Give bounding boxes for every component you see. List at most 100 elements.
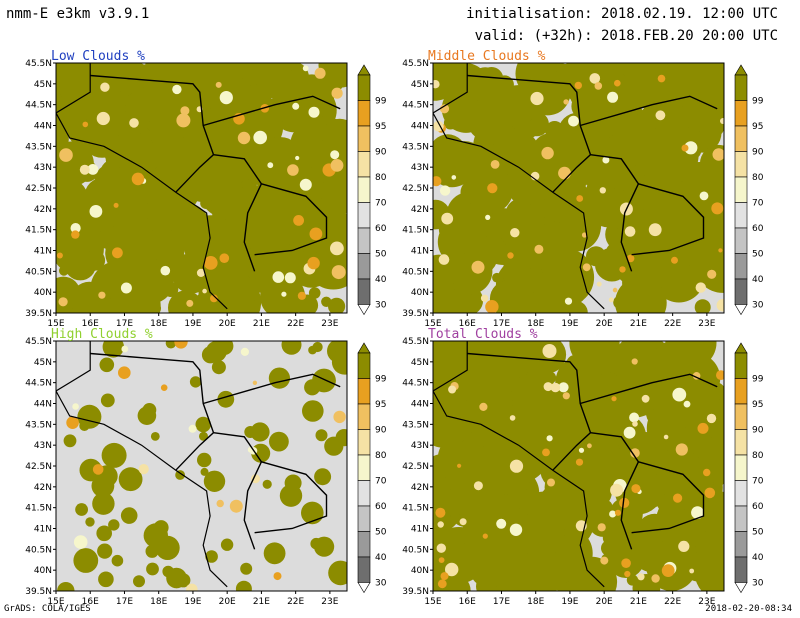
cloud-edge-cell <box>631 358 638 365</box>
cloud-edge-cell <box>71 230 80 239</box>
cloud-cell <box>312 368 336 393</box>
cloud-edge-cell <box>562 392 570 400</box>
country-border <box>213 154 263 272</box>
y-tick-label: 44.5N <box>402 379 429 389</box>
x-tick-label: 17E <box>116 597 133 607</box>
cloud-cell <box>250 422 270 442</box>
cloud-edge-cell <box>610 483 624 497</box>
cloud-cell <box>591 114 603 125</box>
cloud-edge-cell <box>272 271 285 283</box>
cloud-cell <box>192 214 203 225</box>
cloud-edge-cell <box>113 202 119 208</box>
cloud-cell <box>595 574 612 591</box>
colorbar-label: 30 <box>752 579 764 589</box>
cloud-edge-cell <box>619 497 630 508</box>
cloud-edge-cell <box>118 366 131 380</box>
cloud-field <box>56 63 347 313</box>
cloud-cell <box>466 97 511 142</box>
cloud-cell <box>92 492 115 515</box>
colorbar-label: 90 <box>375 148 387 158</box>
panel-title: High Clouds % <box>51 327 153 342</box>
colorbar-band <box>734 100 748 127</box>
cloud-cell <box>150 432 160 441</box>
colorbar-top-arrow <box>357 342 371 354</box>
y-tick-label: 45N <box>34 358 52 368</box>
cloud-cell <box>175 470 186 480</box>
cloud-cell <box>201 131 255 185</box>
initialisation-time: initialisation: 2018.02.19. 12:00 UTC <box>466 6 778 22</box>
colorbar-label: 60 <box>375 502 387 512</box>
cloud-cell <box>601 134 639 172</box>
y-tick-label: 39.5N <box>25 309 52 319</box>
y-tick-label: 40.5N <box>402 545 429 555</box>
cloud-cell <box>241 179 252 190</box>
cloud-cell <box>57 582 75 591</box>
cloud-cell <box>315 429 328 442</box>
country-border <box>203 95 341 127</box>
cloud-cell <box>97 543 113 559</box>
cloud-edge-cell <box>70 223 81 234</box>
cloud-edge-cell <box>100 82 110 92</box>
x-tick-label: 19E <box>561 597 578 607</box>
y-tick-label: 42.5N <box>25 462 52 472</box>
cloud-edge-cell <box>629 412 640 423</box>
cloud-cell <box>111 554 124 567</box>
cloud-cell <box>268 367 290 389</box>
x-tick-label: 19E <box>184 597 201 607</box>
cloud-cell <box>433 63 464 101</box>
colorbar-top-arrow <box>734 64 748 76</box>
x-tick-label: 19E <box>184 319 201 329</box>
cloud-edge-cell <box>614 79 621 87</box>
cloud-edge-cell <box>578 447 585 453</box>
cloud-edge-cell <box>587 443 592 449</box>
colorbar-band <box>357 151 371 178</box>
cloud-cell <box>575 384 636 445</box>
y-tick-label: 45N <box>411 80 429 90</box>
colorbar-label: 95 <box>752 400 763 410</box>
cloud-edge-cell <box>509 523 523 536</box>
cloud-cell <box>709 226 724 252</box>
cloud-edge-cell <box>295 155 300 161</box>
cloud-edge-cell <box>655 110 666 121</box>
cloud-edge-cell <box>716 370 724 380</box>
colorbar-band <box>734 429 748 456</box>
cloud-cell <box>205 550 218 563</box>
valid-time: valid: (+32h): 2018.FEB.20 20:00 UTC <box>474 28 778 44</box>
cloud-cell <box>84 250 106 271</box>
cloud-cell <box>492 272 502 283</box>
colorbar-band <box>357 352 371 379</box>
x-tick-label: 22E <box>664 319 681 329</box>
cloud-cell <box>543 371 557 385</box>
colorbar-label: 70 <box>375 199 387 209</box>
y-tick-label: 45.5N <box>402 59 429 69</box>
colorbar-band <box>357 227 371 254</box>
cloud-edge-cell <box>589 73 601 84</box>
cloud-edge-cell <box>330 159 344 172</box>
colorbar-bottom-arrow <box>734 304 748 316</box>
cloud-edge-cell <box>439 185 451 196</box>
cloud-edge-cell <box>287 164 299 176</box>
colorbar-bottom-arrow <box>734 582 748 594</box>
cloud-edge-cell <box>79 164 90 175</box>
cloud-edge-cell <box>216 499 224 508</box>
cloud-edge-cell <box>568 115 579 127</box>
cloud-cell <box>108 519 120 531</box>
x-tick-label: 15E <box>424 319 441 329</box>
cloud-cell <box>668 510 686 528</box>
cloud-cell <box>195 416 211 433</box>
y-tick-label: 45N <box>411 358 429 368</box>
cloud-edge-cell <box>600 556 609 565</box>
y-tick-label: 43.5N <box>402 142 429 152</box>
cloud-cell <box>203 470 226 492</box>
x-tick-label: 21E <box>253 597 270 607</box>
cloud-cell <box>660 201 680 221</box>
colorbar-band <box>734 556 748 583</box>
colorbar-label: 60 <box>752 502 764 512</box>
x-tick-label: 17E <box>493 597 510 607</box>
y-tick-label: 41.5N <box>25 226 52 236</box>
cloud-edge-cell <box>597 523 606 532</box>
cloud-edge-cell <box>487 183 498 194</box>
country-border <box>203 373 341 405</box>
y-tick-label: 43N <box>34 163 52 173</box>
cloud-edge-cell <box>253 130 267 145</box>
